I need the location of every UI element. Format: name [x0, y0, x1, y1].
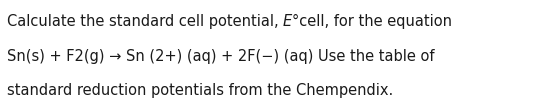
Text: Sn(s) + F2(g) → Sn (2+) (aq) + 2F(−) (aq) Use the table of: Sn(s) + F2(g) → Sn (2+) (aq) + 2F(−) (aq…	[7, 49, 434, 64]
Text: °cell, for the equation: °cell, for the equation	[292, 14, 452, 29]
Text: Calculate the standard cell potential,: Calculate the standard cell potential,	[7, 14, 283, 29]
Text: E: E	[283, 14, 292, 29]
Text: standard reduction potentials from the Chempendix.: standard reduction potentials from the C…	[7, 83, 393, 98]
